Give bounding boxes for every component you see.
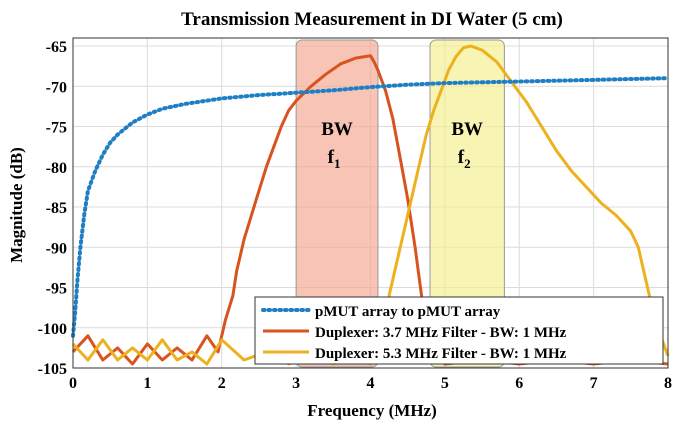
legend: pMUT array to pMUT array Duplexer: 3.7 MH… <box>254 296 664 365</box>
x-tick-label: 5 <box>441 375 449 392</box>
y-tick-label: -105 <box>38 361 67 378</box>
legend-entry: Duplexer: 5.3 MHz Filter - BW: 1 MHz <box>315 346 567 362</box>
series-line-3 <box>71 44 670 366</box>
axis-ticks: 0 1 2 3 4 5 6 7 8 -105 -100 -95 -90 -85 -80 -75 -70 -65 <box>38 39 672 392</box>
y-tick-label: -75 <box>46 120 67 137</box>
x-tick-label: 6 <box>515 375 523 392</box>
x-tick-label: 2 <box>218 375 226 392</box>
y-tick-label: -90 <box>46 240 67 257</box>
y-axis-label: Magnitude (dB) <box>7 147 26 263</box>
x-tick-label: 1 <box>143 375 151 392</box>
band-frequency-label: f1 <box>328 147 341 171</box>
legend-entry: Duplexer: 3.7 MHz Filter - BW: 1 MHz <box>315 325 567 341</box>
x-tick-label: 3 <box>292 375 300 392</box>
band-frequency-base: f <box>328 147 335 168</box>
x-tick-label: 0 <box>69 375 77 392</box>
series-line-1 <box>71 76 670 338</box>
legend-entry: pMUT array to pMUT array <box>315 304 501 320</box>
band-frequency-index: 2 <box>464 156 471 171</box>
x-axis-label: Frequency (MHz) <box>307 401 437 420</box>
y-tick-label: -100 <box>38 321 67 338</box>
y-tick-label: -80 <box>46 160 67 177</box>
bandwidth-band-2 <box>429 39 505 368</box>
bandwidth-band-1 <box>295 39 379 368</box>
x-tick-label: 4 <box>367 375 375 392</box>
x-tick-label: 8 <box>664 375 672 392</box>
band-frequency-base: f <box>458 147 465 168</box>
y-tick-label: -65 <box>46 39 67 56</box>
band-frequency-label: f2 <box>458 147 471 171</box>
y-tick-label: -85 <box>46 200 67 217</box>
band-label: BW <box>451 119 483 140</box>
band-label: BW <box>321 119 353 140</box>
band-frequency-index: 1 <box>334 156 341 171</box>
chart-title: Transmission Measurement in DI Water (5 … <box>181 9 563 30</box>
x-tick-label: 7 <box>590 375 598 392</box>
legend-box <box>254 296 664 365</box>
plot-frame <box>72 37 669 369</box>
y-tick-label: -95 <box>46 281 67 298</box>
y-tick-label: -70 <box>46 79 67 96</box>
